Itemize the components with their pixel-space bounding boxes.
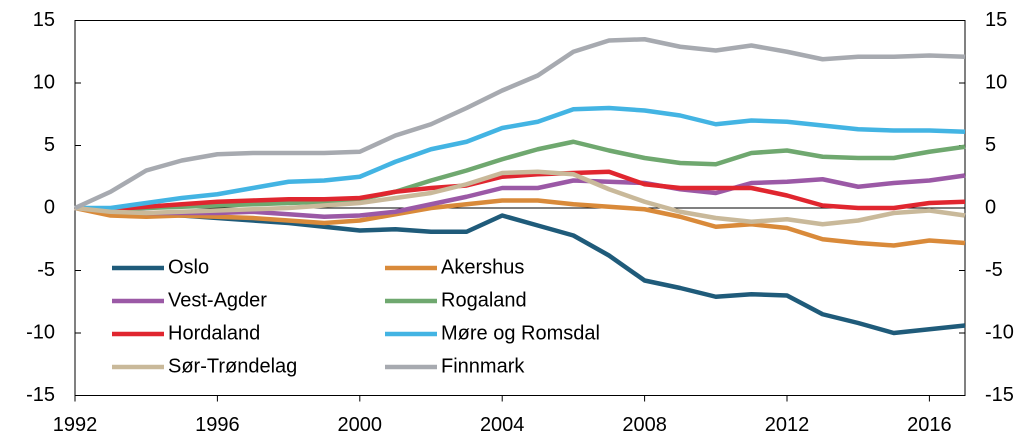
x-tick-label: 1996 bbox=[195, 414, 240, 436]
y2-tick-label: 0 bbox=[985, 196, 996, 218]
series-line bbox=[74, 173, 966, 219]
x-tick-label: 2016 bbox=[907, 414, 952, 436]
legend-label: Vest-Agder bbox=[168, 289, 267, 311]
series-line bbox=[74, 37, 966, 211]
x-tick-label: 2004 bbox=[480, 414, 525, 436]
legend-label: Møre og Romsdal bbox=[441, 322, 600, 344]
legend-label: Finnmark bbox=[441, 355, 525, 377]
legend-label: Rogaland bbox=[441, 289, 527, 311]
y-tick-label: 10 bbox=[33, 71, 55, 93]
series-line bbox=[74, 198, 966, 248]
y2-tick-label: -15 bbox=[985, 384, 1014, 406]
x-tick-label: 2008 bbox=[622, 414, 667, 436]
y2-tick-label: 5 bbox=[985, 134, 996, 156]
legend-label: Akershus bbox=[441, 256, 524, 278]
y-tick-label: 15 bbox=[33, 9, 55, 31]
y-tick-label: 0 bbox=[44, 196, 55, 218]
series-line bbox=[74, 139, 966, 212]
y-tick-label: -15 bbox=[26, 384, 55, 406]
y2-tick-label: 10 bbox=[985, 71, 1007, 93]
series-line bbox=[74, 169, 966, 227]
x-tick-label: 1992 bbox=[53, 414, 98, 436]
y2-tick-label: -10 bbox=[985, 321, 1014, 343]
y-tick-label: -5 bbox=[37, 259, 55, 281]
series-line bbox=[74, 169, 966, 212]
legend-label: Hordaland bbox=[168, 322, 260, 344]
y-tick-label: -10 bbox=[26, 321, 55, 343]
legend-label: Oslo bbox=[168, 256, 209, 278]
x-tick-label: 2000 bbox=[338, 414, 383, 436]
x-tick-label: 2012 bbox=[765, 414, 810, 436]
y2-tick-label: -5 bbox=[985, 259, 1003, 281]
legend-label: Sør-Trøndelag bbox=[168, 355, 297, 377]
y2-tick-label: 15 bbox=[985, 9, 1007, 31]
y-tick-label: 5 bbox=[44, 134, 55, 156]
series-line bbox=[75, 105, 966, 211]
